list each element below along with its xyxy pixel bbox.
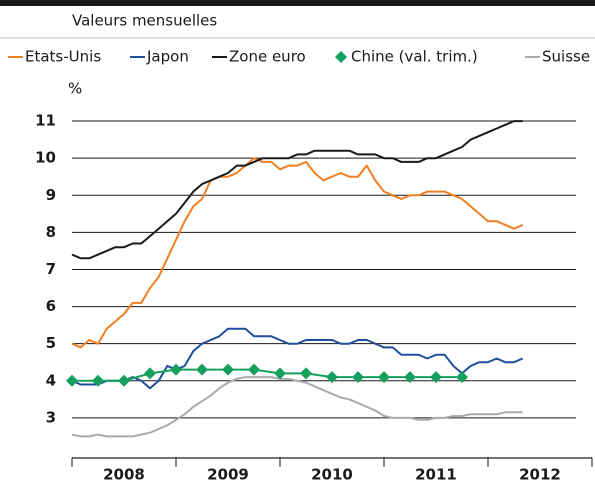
series-marker <box>430 371 442 384</box>
series-marker <box>66 374 78 387</box>
series-marker <box>300 367 312 380</box>
chart-subtitle: Valeurs mensuelles <box>72 12 217 30</box>
series-marker <box>118 374 130 387</box>
series-line <box>71 376 523 438</box>
series-marker <box>456 371 468 384</box>
series-marker <box>222 363 234 376</box>
legend-marker <box>335 51 347 63</box>
series-marker <box>196 363 208 376</box>
series-marker <box>170 363 182 376</box>
top-rule <box>0 0 595 6</box>
legend-label: Zone euro <box>229 48 306 66</box>
series-marker <box>274 367 286 380</box>
y-tick-label: 8 <box>46 223 56 241</box>
legend-label: Chine (val. trim.) <box>351 48 478 66</box>
x-tick-label: 2010 <box>311 466 353 484</box>
y-tick-label: 5 <box>46 334 56 352</box>
legend-label: Etats-Unis <box>25 48 101 66</box>
y-tick-label: 11 <box>35 112 56 130</box>
legend-label: Suisse <box>542 48 590 66</box>
x-tick-label: 2008 <box>103 466 145 484</box>
y-tick-label: 9 <box>46 186 56 204</box>
series-marker <box>144 367 156 380</box>
x-tick-label: 2011 <box>415 466 457 484</box>
y-tick-label: 10 <box>35 149 56 167</box>
series-marker <box>378 371 390 384</box>
x-tick-label: 2012 <box>519 466 561 484</box>
series-marker <box>404 371 416 384</box>
series-marker <box>326 371 338 384</box>
series-marker <box>248 363 260 376</box>
series-line <box>71 327 524 390</box>
series-marker <box>352 371 364 384</box>
x-tick-label: 2009 <box>207 466 249 484</box>
y-tick-label: 4 <box>46 371 56 389</box>
series-line <box>71 120 523 260</box>
y-tick-label: 7 <box>46 260 56 278</box>
series-line <box>71 157 524 349</box>
legend-label: Japon <box>146 48 189 66</box>
y-tick-label: 3 <box>46 408 56 426</box>
y-axis-label: % <box>68 80 82 98</box>
y-tick-label: 6 <box>46 297 56 315</box>
series-marker <box>92 374 104 387</box>
